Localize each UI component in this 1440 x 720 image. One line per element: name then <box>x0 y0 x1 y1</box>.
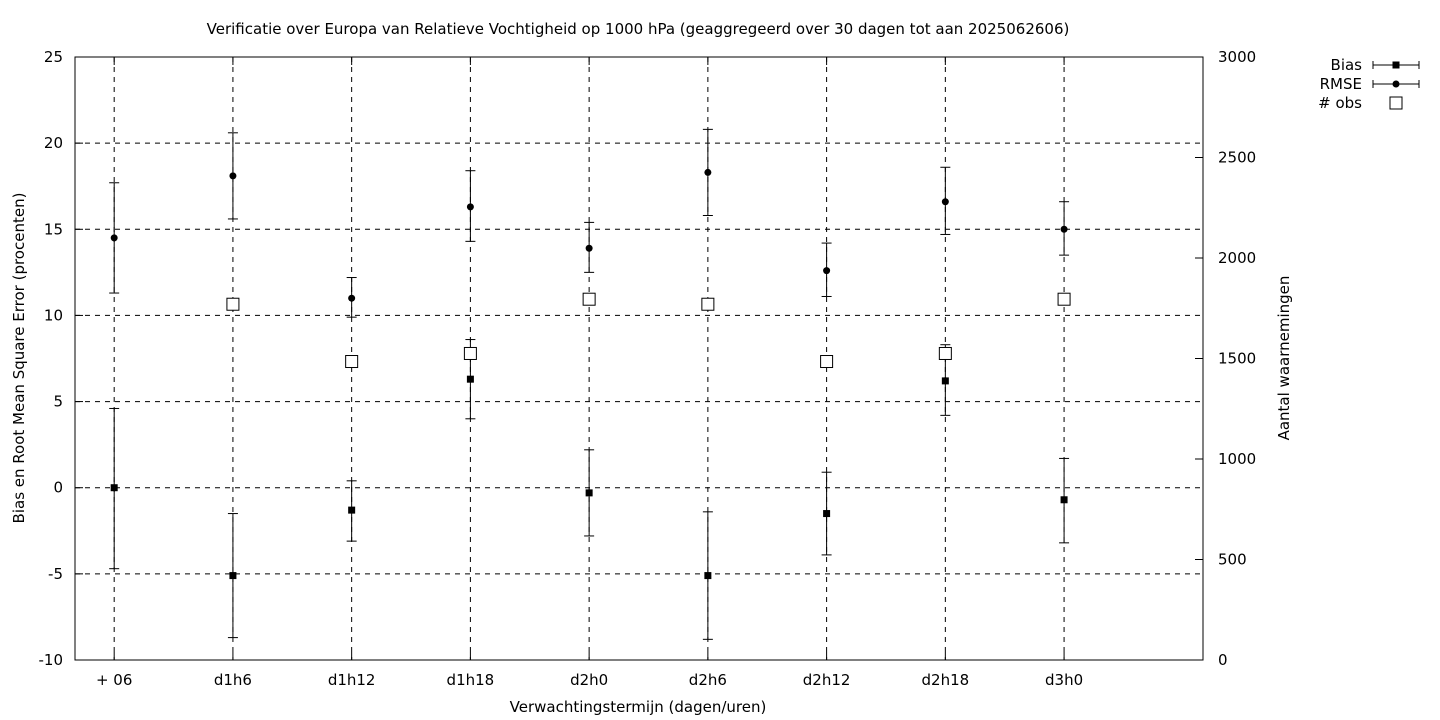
rmse-point <box>466 203 474 211</box>
y2-tick-label: 1500 <box>1218 350 1256 368</box>
rmse-point <box>229 172 237 180</box>
x-tick-label: d1h12 <box>328 671 376 689</box>
y2-tick-label: 3000 <box>1218 48 1256 66</box>
bias-point <box>229 572 237 580</box>
obs-point <box>345 355 359 369</box>
y2-tick-label: 2500 <box>1218 149 1256 167</box>
x-tick-label: d2h18 <box>922 671 970 689</box>
series-rmse <box>109 128 1070 318</box>
y2-tick-label: 1000 <box>1218 450 1256 468</box>
bias-point <box>941 377 949 385</box>
axes: -10 -5 0 5 10 15 20 25 0 500 1000 1500 2000 2500 3000 +… <box>39 48 1257 689</box>
rmse-point <box>110 234 118 242</box>
rmse-point <box>585 244 593 252</box>
bias-point <box>110 484 118 492</box>
x-tick-label: d1h18 <box>447 671 495 689</box>
y-tick-label: 5 <box>53 393 63 411</box>
x-tick-label: d2h0 <box>570 671 608 689</box>
legend-label: # obs <box>1318 94 1362 112</box>
bias-point <box>704 572 712 580</box>
bias-point <box>585 489 593 497</box>
series--obs <box>226 292 1071 369</box>
bias-point <box>466 375 474 383</box>
legend-marker <box>1389 96 1403 110</box>
rmse-point <box>348 294 356 302</box>
rmse-point <box>1060 225 1068 233</box>
rmse-point <box>823 267 831 275</box>
bias-point <box>823 510 831 518</box>
x-axis-label: Verwachtingstermijn (dagen/uren) <box>510 698 767 716</box>
x-tick-label: d3h0 <box>1045 671 1083 689</box>
y-tick-label: -10 <box>39 651 64 669</box>
obs-point <box>1057 292 1071 306</box>
obs-point <box>226 297 240 311</box>
obs-point <box>463 346 477 360</box>
bias-point <box>1060 496 1068 504</box>
legend-label: RMSE <box>1320 75 1362 93</box>
y2-tick-label: 0 <box>1218 651 1228 669</box>
y-axis-label: Bias en Root Mean Square Error (procente… <box>10 193 28 524</box>
legend-marker <box>1392 61 1400 69</box>
legend-marker <box>1392 80 1400 88</box>
y2-axis-label: Aantal waarnemingen <box>1275 276 1293 441</box>
plot-frame <box>74 56 1204 661</box>
legend-label: Bias <box>1331 56 1363 74</box>
x-tick-label: d2h6 <box>689 671 727 689</box>
data-series <box>109 128 1071 640</box>
obs-point <box>701 297 715 311</box>
y-tick-label: -5 <box>48 565 63 583</box>
y-tick-label: 0 <box>53 479 63 497</box>
rmse-point <box>941 198 949 206</box>
y-tick-label: 15 <box>44 220 63 238</box>
y2-tick-label: 500 <box>1218 551 1247 569</box>
rmse-point <box>704 168 712 176</box>
obs-point <box>820 355 834 369</box>
y-tick-label: 20 <box>44 134 63 152</box>
grid <box>75 57 1203 660</box>
obs-point <box>938 346 952 360</box>
y-tick-label: 10 <box>44 306 63 324</box>
y-tick-label: 25 <box>44 48 63 66</box>
series-bias <box>109 339 1070 640</box>
chart-title: Verificatie over Europa van Relatieve Vo… <box>207 20 1070 38</box>
bias-point <box>348 506 356 514</box>
y2-tick-label: 2000 <box>1218 249 1256 267</box>
x-tick-label: + 06 <box>96 671 132 689</box>
x-tick-label: d1h6 <box>214 671 252 689</box>
obs-point <box>582 292 596 306</box>
x-tick-label: d2h12 <box>803 671 851 689</box>
